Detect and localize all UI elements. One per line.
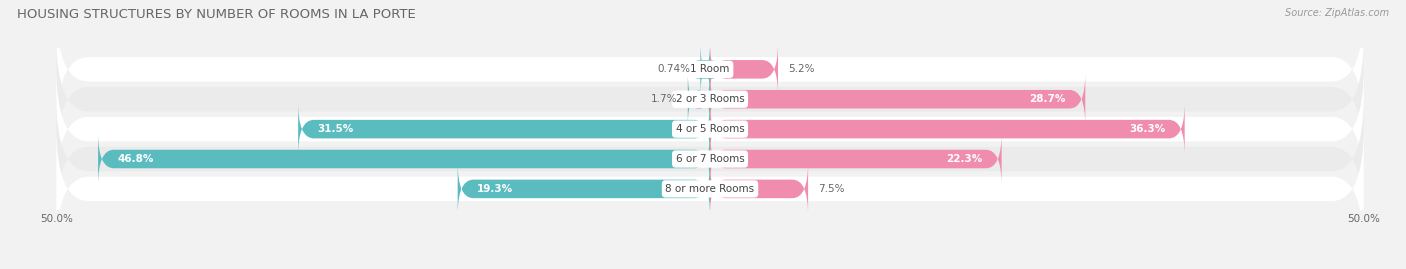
Text: 46.8%: 46.8%	[118, 154, 155, 164]
Text: 4 or 5 Rooms: 4 or 5 Rooms	[676, 124, 744, 134]
Text: HOUSING STRUCTURES BY NUMBER OF ROOMS IN LA PORTE: HOUSING STRUCTURES BY NUMBER OF ROOMS IN…	[17, 8, 416, 21]
FancyBboxPatch shape	[710, 102, 1185, 156]
FancyBboxPatch shape	[710, 162, 808, 215]
Text: 6 or 7 Rooms: 6 or 7 Rooms	[676, 154, 744, 164]
Text: 1.7%: 1.7%	[651, 94, 678, 104]
FancyBboxPatch shape	[710, 73, 1085, 126]
FancyBboxPatch shape	[56, 37, 1364, 162]
FancyBboxPatch shape	[688, 73, 710, 126]
FancyBboxPatch shape	[56, 97, 1364, 221]
FancyBboxPatch shape	[710, 43, 778, 96]
Text: Source: ZipAtlas.com: Source: ZipAtlas.com	[1285, 8, 1389, 18]
Text: 1 Room: 1 Room	[690, 64, 730, 74]
FancyBboxPatch shape	[710, 132, 1001, 186]
Text: 36.3%: 36.3%	[1129, 124, 1166, 134]
Text: 2 or 3 Rooms: 2 or 3 Rooms	[676, 94, 744, 104]
FancyBboxPatch shape	[98, 132, 710, 186]
Text: 19.3%: 19.3%	[477, 184, 513, 194]
FancyBboxPatch shape	[56, 7, 1364, 132]
Text: 7.5%: 7.5%	[818, 184, 845, 194]
Text: 5.2%: 5.2%	[789, 64, 815, 74]
Text: 8 or more Rooms: 8 or more Rooms	[665, 184, 755, 194]
Text: 22.3%: 22.3%	[946, 154, 981, 164]
Text: 0.74%: 0.74%	[657, 64, 690, 74]
FancyBboxPatch shape	[695, 43, 716, 96]
FancyBboxPatch shape	[56, 126, 1364, 251]
Text: 31.5%: 31.5%	[318, 124, 354, 134]
FancyBboxPatch shape	[56, 67, 1364, 192]
FancyBboxPatch shape	[458, 162, 710, 215]
Text: 28.7%: 28.7%	[1029, 94, 1066, 104]
FancyBboxPatch shape	[298, 102, 710, 156]
